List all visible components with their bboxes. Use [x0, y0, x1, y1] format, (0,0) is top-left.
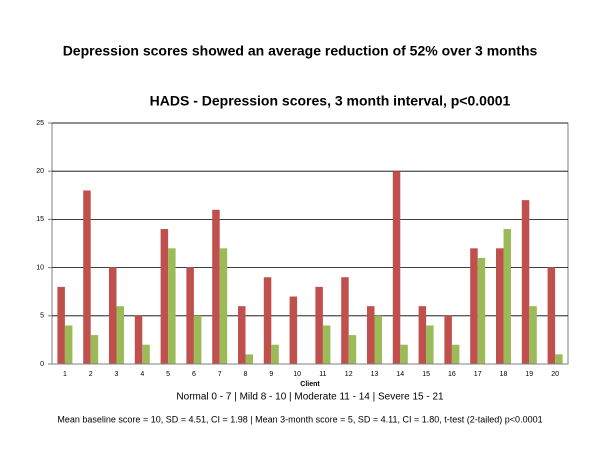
- bar: [418, 306, 427, 364]
- bar: [142, 344, 150, 364]
- x-tick-label: 12: [345, 371, 353, 378]
- bar: [160, 229, 169, 364]
- bar: [245, 354, 253, 364]
- y-tick-label: 20: [36, 168, 44, 175]
- bar: [263, 277, 272, 364]
- bar: [212, 209, 220, 364]
- x-tick-label: 1: [63, 371, 67, 378]
- bar: [289, 296, 298, 364]
- bar: [168, 248, 176, 364]
- x-tick-label: 6: [192, 371, 196, 378]
- bar: [367, 306, 375, 364]
- bar: [109, 267, 117, 364]
- x-tick-label: 11: [319, 371, 326, 378]
- bar: [315, 286, 323, 364]
- bar: [186, 267, 194, 364]
- x-tick-label: 4: [140, 371, 144, 378]
- bar: [470, 248, 478, 364]
- bar: [57, 286, 65, 364]
- bar: [64, 325, 73, 364]
- bar: [374, 315, 382, 364]
- bar: [400, 344, 408, 364]
- x-tick-label: 13: [371, 371, 379, 378]
- x-tick-label: 15: [422, 371, 430, 378]
- x-tick-label: 18: [500, 371, 508, 378]
- bar: [444, 315, 452, 364]
- bar: [90, 335, 99, 364]
- y-tick-label: 0: [40, 361, 44, 368]
- x-tick-label: 14: [396, 371, 404, 378]
- bar: [193, 315, 202, 364]
- bar: [348, 335, 357, 364]
- bar: [529, 306, 537, 364]
- x-tick-label: 16: [448, 371, 456, 378]
- x-tick-label: 2: [89, 371, 93, 378]
- y-tick-label: 10: [36, 264, 44, 271]
- x-tick-label: 17: [474, 371, 482, 378]
- heading: Depression scores showed an average redu…: [63, 43, 538, 59]
- bar: [555, 354, 563, 364]
- x-tick-label: 19: [525, 371, 533, 378]
- bar: [134, 315, 143, 364]
- chart-title: HADS - Depression scores, 3 month interv…: [150, 93, 511, 109]
- x-tick-label: 20: [551, 371, 559, 378]
- y-tick-label: 5: [40, 313, 44, 320]
- bar: [496, 248, 504, 364]
- x-tick-label: 10: [293, 371, 301, 378]
- x-tick-label: 9: [269, 371, 273, 378]
- bar: [341, 277, 349, 364]
- bar: [322, 325, 331, 364]
- x-tick-label: 8: [244, 371, 248, 378]
- bar: [116, 306, 124, 364]
- bar: [547, 267, 556, 364]
- x-tick-label: 5: [166, 371, 170, 378]
- note: Normal 0 - 7 | Mild 8 - 10 | Moderate 11…: [176, 392, 444, 403]
- bar: [238, 306, 246, 364]
- y-tick-label: 25: [36, 120, 44, 127]
- bar: [451, 344, 460, 364]
- y-tick-label: 15: [36, 216, 44, 223]
- x-axis-label: Client: [300, 381, 320, 388]
- plot-area: [51, 122, 569, 365]
- x-tick-label: 7: [218, 371, 222, 378]
- bar: [426, 325, 434, 364]
- bar: [503, 229, 511, 364]
- x-tick-label: 3: [115, 371, 119, 378]
- bar: [83, 190, 91, 364]
- bar: [477, 257, 486, 364]
- bar: [392, 171, 401, 364]
- bar: [521, 200, 530, 364]
- bar: [219, 248, 228, 364]
- bar: [271, 344, 279, 364]
- note: Mean baseline score = 10, SD = 4.51, CI …: [57, 414, 542, 424]
